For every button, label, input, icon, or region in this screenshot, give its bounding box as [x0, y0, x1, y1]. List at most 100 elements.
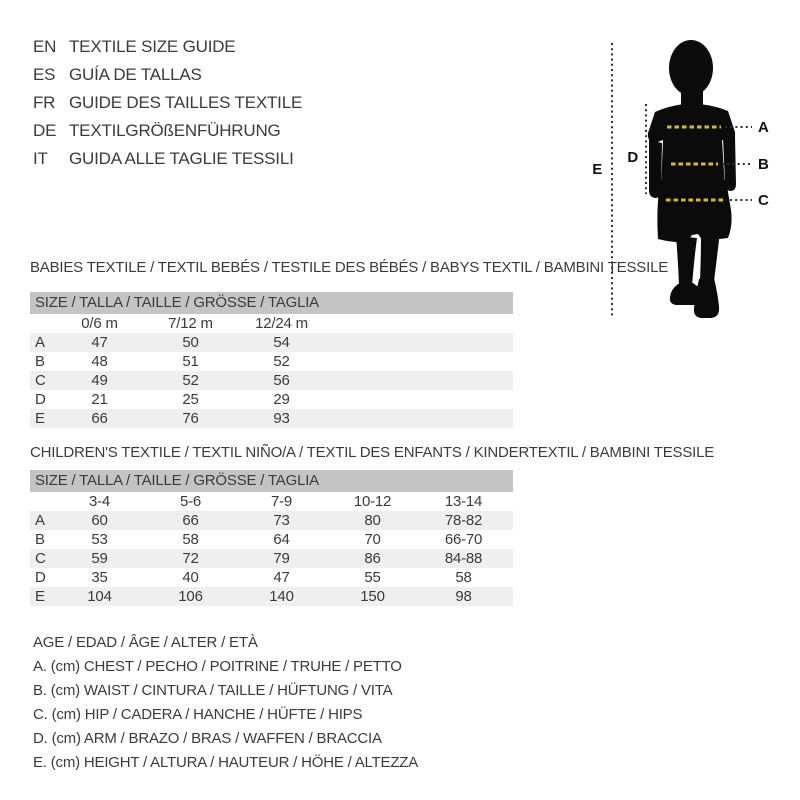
children-size-table: SIZE / TALLA / TAILLE / GRÖSSE / TAGLIA …	[30, 470, 513, 606]
babies-size-table: SIZE / TALLA / TAILLE / GRÖSSE / TAGLIA …	[30, 292, 513, 428]
table-cell: 25	[182, 391, 199, 408]
column-header: 12/24 m	[255, 315, 308, 332]
lang-code: FR	[33, 93, 56, 112]
lang-title: GUÍA DE TALLAS	[69, 65, 202, 84]
table-cell: 58	[455, 569, 472, 586]
legend-line-height: E. (cm) HEIGHT / ALTURA / HAUTEUR / HÖHE…	[33, 754, 419, 771]
lang-title: TEXTILGRÖßENFÜHRUNG	[69, 121, 281, 140]
measure-label-d: D	[627, 149, 638, 166]
lang-row-en: EN TEXTILE SIZE GUIDE	[33, 33, 302, 61]
table-cell: 40	[182, 569, 199, 586]
table-row: B 48 51 52	[30, 352, 513, 371]
column-header: 13-14	[444, 493, 483, 510]
measurement-legend: AGE / EDAD / ÂGE / ALTER / ETÀ A. (cm) C…	[33, 631, 418, 775]
column-header-row: 0/6 m 7/12 m 12/24 m	[30, 314, 513, 333]
column-header-row: 3-4 5-6 7-9 10-12 13-14	[30, 492, 513, 511]
table-cell: 56	[273, 372, 290, 389]
legend-line-chest: A. (cm) CHEST / PECHO / POITRINE / TRUHE…	[33, 658, 402, 675]
row-label	[30, 314, 54, 333]
table-cell: 47	[91, 334, 108, 351]
lang-code: ES	[33, 65, 56, 84]
table-cell: 78-82	[444, 512, 483, 529]
table-cell: 104	[87, 588, 112, 605]
table-cell: 48	[91, 353, 108, 370]
table-cell: 52	[273, 353, 290, 370]
table-cell: 52	[182, 372, 199, 389]
lang-code: EN	[33, 37, 57, 56]
lang-row-it: IT GUIDA ALLE TAGLIE TESSILI	[33, 145, 302, 173]
row-label: A	[35, 334, 45, 351]
lang-row-es: ES GUÍA DE TALLAS	[33, 61, 302, 89]
row-label: B	[35, 531, 45, 548]
table-row: D 21 25 29	[30, 390, 513, 409]
table-cell: 106	[178, 588, 203, 605]
measure-label-c: C	[758, 192, 769, 209]
table-cell: 60	[91, 512, 108, 529]
row-label: D	[35, 569, 46, 586]
table-cell: 51	[182, 353, 199, 370]
row-label: C	[35, 372, 46, 389]
table-cell: 66	[91, 410, 108, 427]
table-row: B 53 58 64 70 66-70	[30, 530, 513, 549]
legend-line-hip: C. (cm) HIP / CADERA / HANCHE / HÜFTE / …	[33, 706, 363, 723]
table-cell: 72	[182, 550, 199, 567]
column-header: 7-9	[270, 493, 293, 510]
table-row: A 60 66 73 80 78-82	[30, 511, 513, 530]
lang-code: IT	[33, 149, 48, 168]
column-header: 0/6 m	[81, 315, 118, 332]
table-row: A 47 50 54	[30, 333, 513, 352]
lang-title: GUIDA ALLE TAGLIE TESSILI	[69, 149, 294, 168]
legend-line-arm: D. (cm) ARM / BRAZO / BRAS / WAFFEN / BR…	[33, 730, 382, 747]
lang-row-fr: FR GUIDE DES TAILLES TEXTILE	[33, 89, 302, 117]
table-cell: 86	[364, 550, 381, 567]
table-row: C 59 72 79 86 84-88	[30, 549, 513, 568]
table-cell: 79	[273, 550, 290, 567]
table-cell: 80	[364, 512, 381, 529]
babies-section-title: BABIES TEXTILE / TEXTIL BEBÉS / TESTILE …	[30, 259, 669, 276]
table-cell: 98	[455, 588, 472, 605]
table-cell: 140	[269, 588, 294, 605]
table-cell: 53	[91, 531, 108, 548]
table-row: C 49 52 56	[30, 371, 513, 390]
child-silhouette-icon	[647, 40, 736, 318]
table-header-bar: SIZE / TALLA / TAILLE / GRÖSSE / TAGLIA	[30, 292, 513, 314]
language-title-list: EN TEXTILE SIZE GUIDE ES GUÍA DE TALLAS …	[33, 33, 302, 173]
table-cell: 54	[273, 334, 290, 351]
table-cell: 66	[182, 512, 199, 529]
child-silhouette-figure: A B C D E	[592, 40, 769, 318]
table-cell: 50	[182, 334, 199, 351]
table-cell: 35	[91, 569, 108, 586]
column-header: 7/12 m	[168, 315, 213, 332]
row-label: C	[35, 550, 46, 567]
row-label: A	[35, 512, 45, 529]
measure-label-a: A	[758, 119, 769, 136]
table-cell: 58	[182, 531, 199, 548]
table-row: E 66 76 93	[30, 409, 513, 428]
measure-label-e: E	[592, 161, 602, 178]
table-cell: 49	[91, 372, 108, 389]
table-cell: 29	[273, 391, 290, 408]
table-cell: 59	[91, 550, 108, 567]
row-label: B	[35, 353, 45, 370]
lang-code: DE	[33, 121, 57, 140]
row-label: D	[35, 391, 46, 408]
measure-label-b: B	[758, 156, 769, 173]
row-label: E	[35, 410, 45, 427]
table-row: D 35 40 47 55 58	[30, 568, 513, 587]
table-cell: 70	[364, 531, 381, 548]
lang-title: TEXTILE SIZE GUIDE	[69, 37, 236, 56]
row-label	[30, 492, 54, 511]
table-cell: 76	[182, 410, 199, 427]
table-row: E 104 106 140 150 98	[30, 587, 513, 606]
table-cell: 150	[360, 588, 385, 605]
table-header-bar: SIZE / TALLA / TAILLE / GRÖSSE / TAGLIA	[30, 470, 513, 492]
row-label: E	[35, 588, 45, 605]
column-header: 5-6	[179, 493, 202, 510]
table-cell: 93	[273, 410, 290, 427]
legend-age-line: AGE / EDAD / ÂGE / ALTER / ETÀ	[33, 634, 258, 651]
table-cell: 21	[91, 391, 108, 408]
column-header: 10-12	[353, 493, 392, 510]
table-cell: 84-88	[444, 550, 483, 567]
table-cell: 66-70	[444, 531, 483, 548]
table-cell: 55	[364, 569, 381, 586]
